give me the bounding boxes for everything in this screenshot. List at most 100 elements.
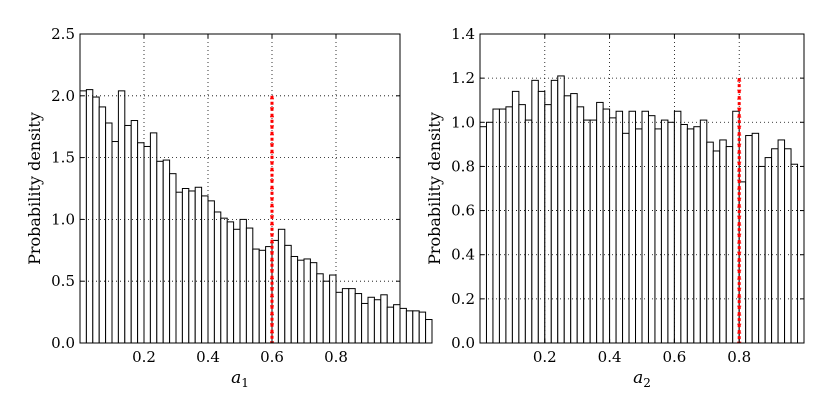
x-tick-label: 0.8: [324, 348, 348, 366]
histogram-bar: [647, 115, 656, 344]
histogram-bar: [518, 104, 526, 344]
histogram-bar: [712, 150, 721, 344]
x-tick-label: 0.8: [727, 348, 751, 366]
histogram-bar: [194, 186, 203, 344]
histogram-bar: [498, 108, 507, 344]
histogram-bar: [654, 128, 662, 344]
x-tick-label: 0.4: [598, 348, 622, 366]
histogram-bar: [563, 95, 572, 344]
histogram-bar: [169, 173, 177, 344]
histogram-bar: [175, 191, 183, 344]
histogram-bar: [156, 160, 164, 344]
histogram-bar: [602, 108, 611, 344]
x-tick-label: 0.2: [132, 348, 156, 366]
y-tick-label: 1.4: [451, 25, 475, 43]
histogram-bar: [764, 157, 773, 344]
histogram-bar: [622, 132, 630, 344]
histogram-bar: [660, 119, 669, 344]
y-tick-label: 1.0: [51, 210, 75, 228]
histogram-bar: [290, 255, 299, 344]
histogram-bar: [85, 89, 94, 344]
histogram-bar: [393, 304, 401, 344]
histogram-bar: [399, 307, 407, 344]
histogram-bar: [367, 296, 375, 344]
histogram-bar: [130, 120, 139, 344]
histogram-bar: [79, 90, 87, 344]
histogram-bar: [570, 93, 578, 344]
histogram-bar: [405, 310, 414, 344]
histogram-bar: [485, 121, 494, 344]
y-tick-label: 0.8: [451, 157, 475, 175]
histogram-bar: [771, 148, 779, 344]
histogram-bar: [531, 79, 539, 344]
histogram-bar: [635, 128, 643, 344]
histogram-bar: [686, 128, 695, 344]
histogram-bar: [297, 259, 305, 344]
histogram-bar: [557, 75, 565, 344]
histogram-bar: [412, 310, 420, 344]
histogram-bar: [303, 258, 311, 344]
histogram-bar: [550, 79, 559, 344]
histogram-bar: [699, 119, 708, 344]
x-tick-label: 0.6: [260, 348, 284, 366]
histogram-bar: [425, 319, 433, 344]
histogram-bar: [706, 141, 714, 344]
histogram-bar: [492, 108, 500, 344]
x-tick-label: 0.4: [196, 348, 220, 366]
histogram-bar: [213, 211, 222, 344]
histogram-bar: [719, 139, 727, 344]
histogram-bar: [479, 126, 487, 344]
y-tick-label: 1.0: [451, 113, 475, 131]
histogram-bar: [226, 221, 235, 344]
histogram-bar: [149, 132, 158, 344]
histogram-bar: [511, 90, 520, 344]
histogram-bar: [583, 119, 591, 344]
histogram-bar: [725, 146, 734, 344]
histogram-bar: [380, 294, 388, 344]
histogram-bar: [309, 262, 318, 344]
histogram-bar: [329, 274, 337, 344]
x-tick-label: 0.6: [662, 348, 686, 366]
histogram-bar: [258, 249, 267, 344]
histogram-bar: [609, 117, 617, 344]
histogram-bar: [137, 142, 145, 344]
histogram-bar: [245, 227, 254, 344]
histogram-bar: [628, 110, 637, 344]
histogram-bar: [777, 139, 786, 344]
histogram-bar: [252, 248, 260, 344]
histogram-bar: [667, 121, 675, 344]
y-tick-label: 0.0: [51, 334, 75, 352]
histogram-bar: [316, 273, 324, 344]
histogram-bar: [143, 145, 151, 344]
histogram-bar: [544, 104, 552, 344]
histogram-bar: [354, 293, 363, 344]
histogram-bar: [693, 126, 701, 344]
histogram-bar: [361, 302, 369, 344]
histogram-bar: [322, 280, 331, 344]
x-tick-label: 0.2: [533, 348, 557, 366]
histogram-bar: [615, 110, 624, 344]
histogram-bar: [201, 195, 209, 344]
histogram-bar: [386, 306, 395, 344]
y-tick-label: 1.2: [451, 69, 475, 87]
histogram-bar: [335, 291, 343, 344]
histogram-bar: [596, 101, 604, 344]
histogram-bar: [680, 123, 688, 344]
plot-frame: [79, 33, 401, 344]
histogram-bar: [162, 159, 171, 344]
histogram-bar: [418, 311, 427, 344]
y-tick-label: 1.5: [51, 149, 75, 167]
histogram-bar: [537, 90, 546, 344]
histogram-bar: [111, 141, 119, 344]
histogram-bar: [790, 163, 799, 344]
x-axis-label: a2: [633, 368, 651, 390]
y-tick-label: 0.4: [451, 246, 475, 264]
histogram-bar: [188, 190, 196, 344]
histogram-bar: [233, 228, 241, 344]
histogram-bar: [524, 119, 533, 344]
y-tick-label: 2.0: [51, 87, 75, 105]
histogram-bar: [105, 122, 113, 344]
histogram-bar: [124, 124, 132, 344]
y-tick-label: 0.0: [451, 334, 475, 352]
